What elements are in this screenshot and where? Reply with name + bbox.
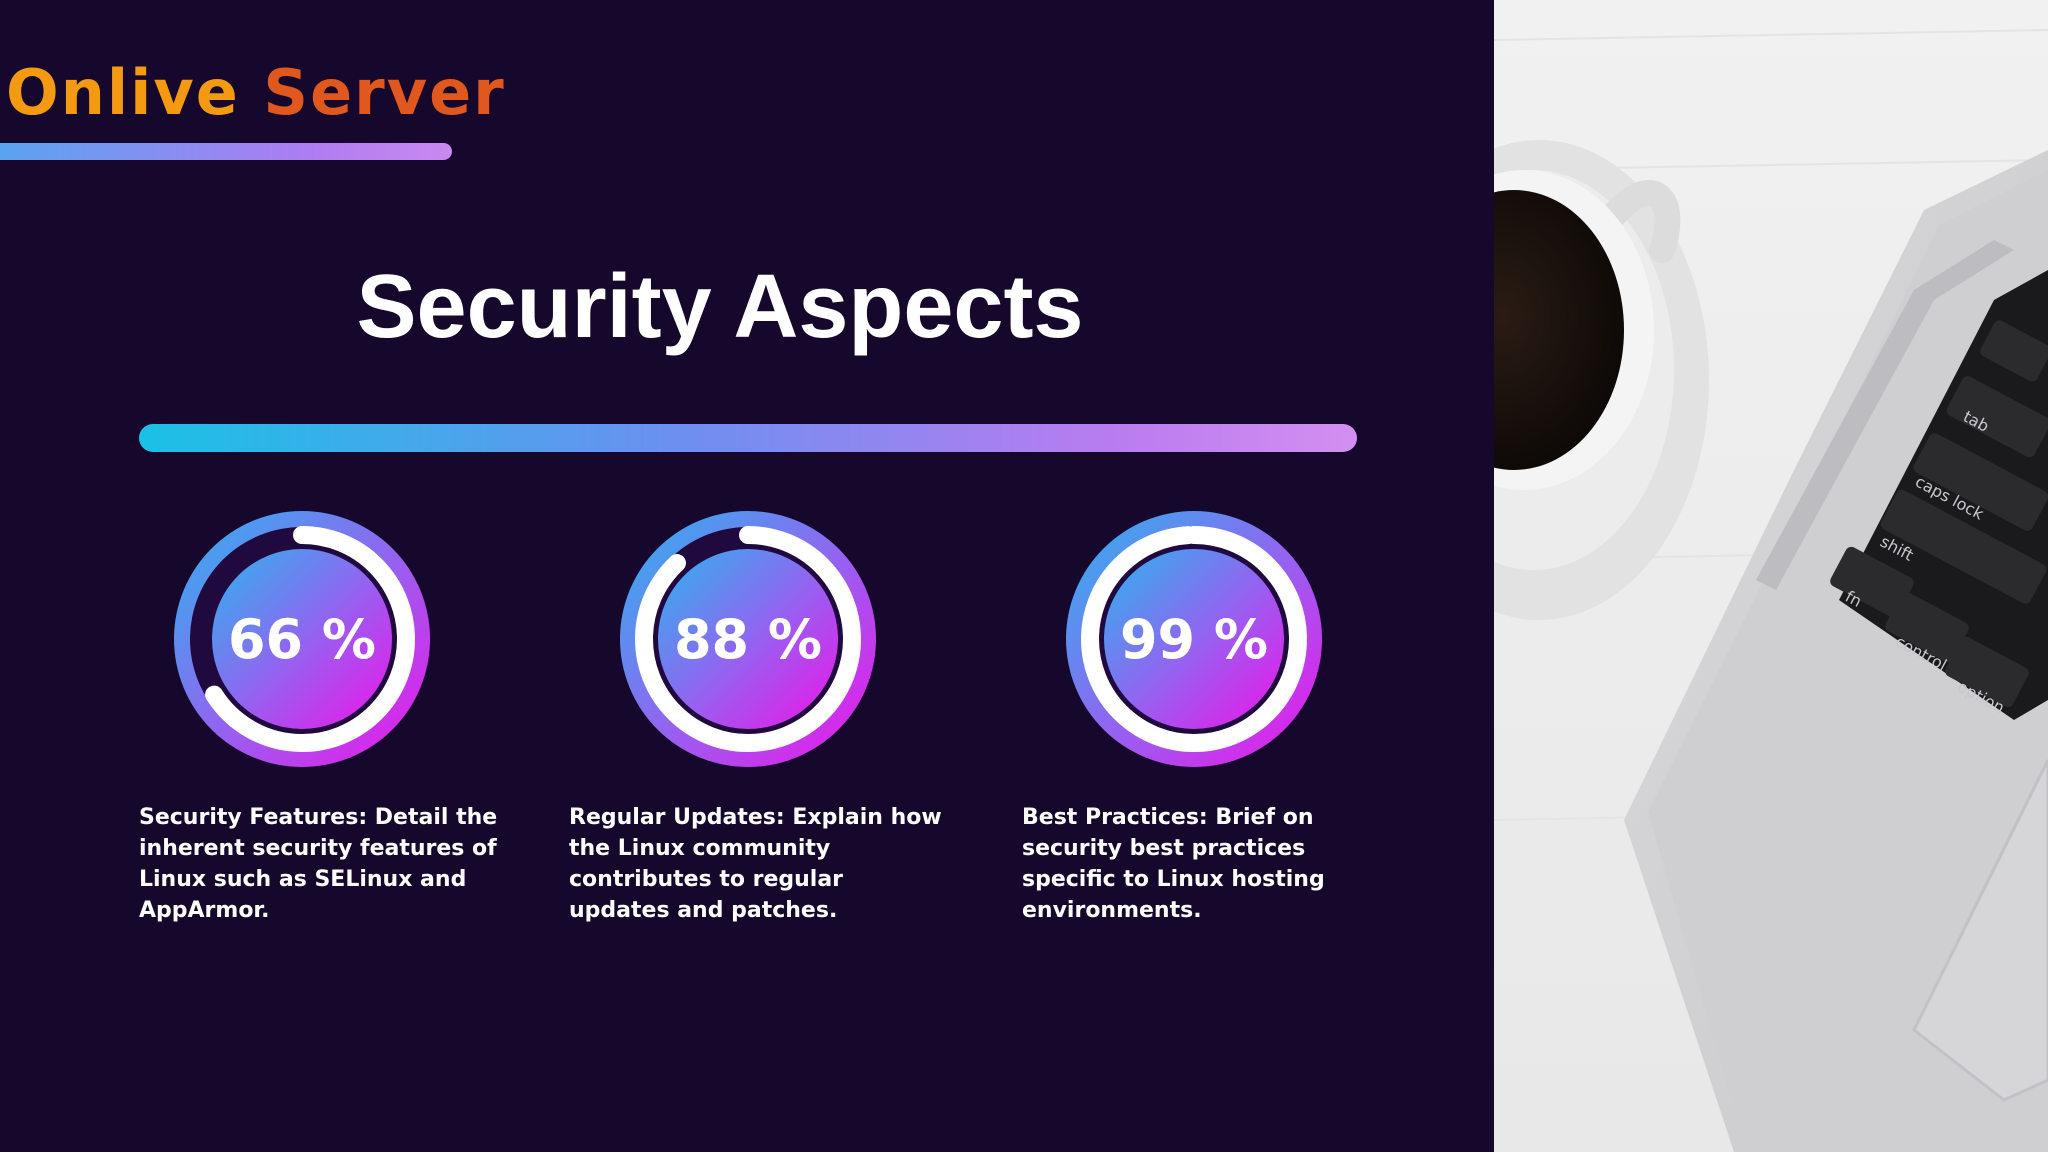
- laptop-coffee-illustration: tab caps lock shift fn control option: [1494, 0, 2048, 1152]
- gauge-caption-security-features: Security Features: Detail the inherent s…: [139, 805, 498, 923]
- logo-word-server: Server: [263, 56, 506, 129]
- key-fn: fn: [1842, 587, 1865, 611]
- slide-title: Security Aspects: [356, 257, 1084, 357]
- title-gradient-bar: [139, 424, 1357, 452]
- gauge-regular-updates: 88 %: [618, 509, 878, 769]
- gauge-ring-graphic: [1066, 511, 1322, 767]
- slide-content: Onlive Server Security Aspects 66 % Secu…: [0, 61, 1357, 923]
- gauge-best-practices: 99 %: [1064, 509, 1324, 769]
- brand-logo: Onlive Server: [6, 62, 506, 124]
- gauge-caption-regular-updates: Regular Updates: Explain how the Linux c…: [569, 805, 942, 923]
- photo-laptop-coffee: tab caps lock shift fn control option: [1494, 0, 2048, 1152]
- gauge-ring-graphic: [174, 511, 430, 767]
- gauge-security-features: 66 %: [172, 509, 432, 769]
- gauge-progress-arc: [1081, 526, 1307, 752]
- gauge-progress-arc: [635, 526, 861, 752]
- gauge-value-label: 99 %: [1119, 607, 1269, 671]
- gauge-value-label: 66 %: [227, 607, 377, 671]
- gauge-ring-graphic: [620, 511, 876, 767]
- logo-word-onlive: Onlive: [6, 56, 240, 129]
- logo-underline-bar: [0, 143, 452, 160]
- gauge-progress-arc: [189, 526, 415, 752]
- gauge-caption-best-practices: Best Practices: Brief on security best p…: [1022, 805, 1325, 923]
- gauge-value-label: 88 %: [673, 607, 823, 671]
